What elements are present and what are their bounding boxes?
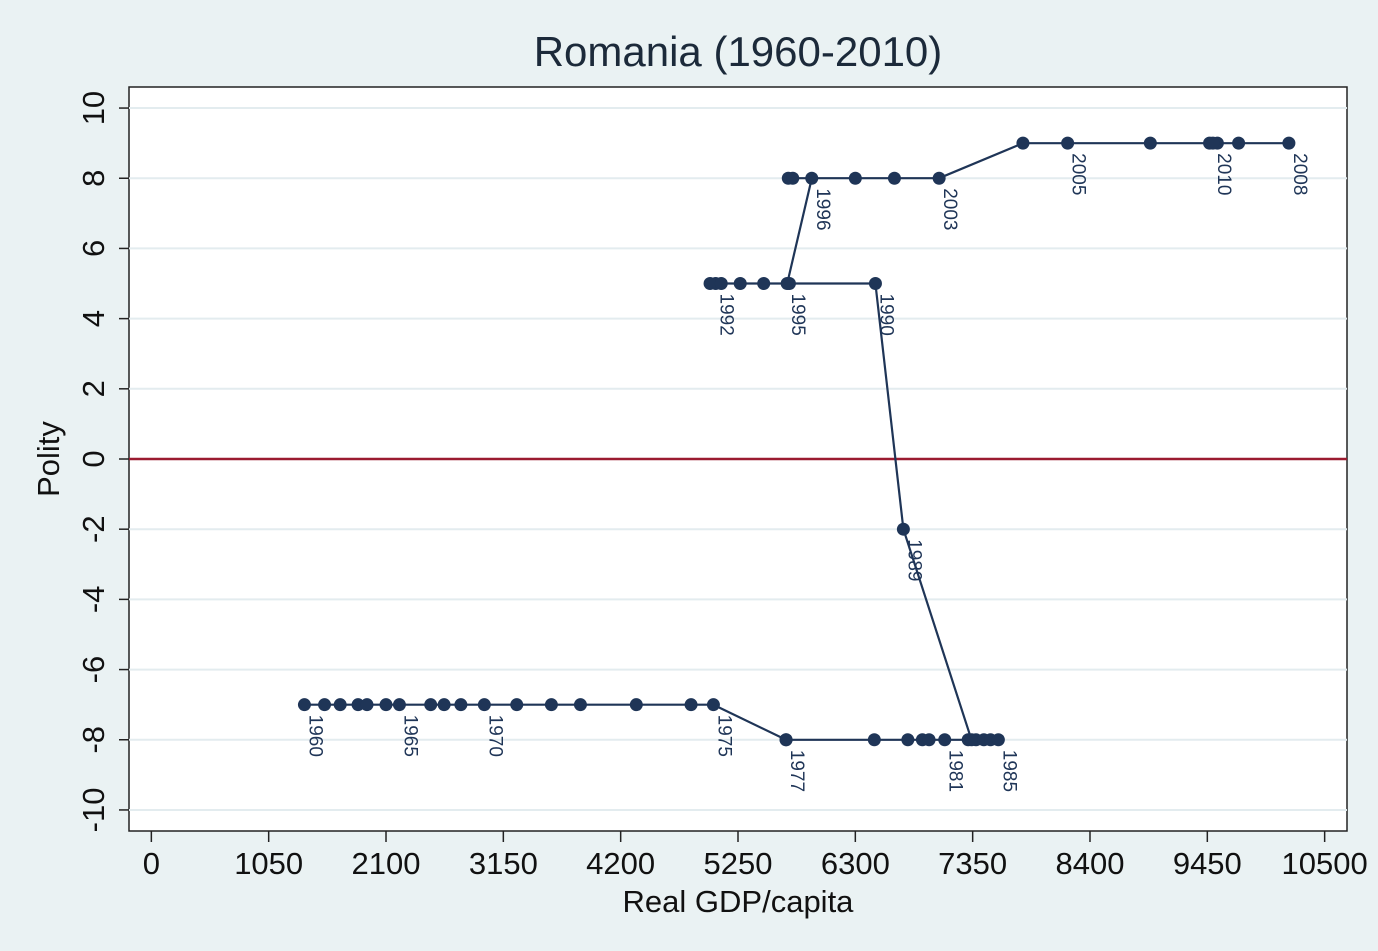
data-point: [454, 698, 468, 712]
data-point: [477, 698, 491, 712]
data-point: [932, 171, 946, 185]
chart-title: Romania (1960-2010): [534, 28, 943, 75]
data-point: [392, 698, 406, 712]
y-axis: -10 -8 -6 -4 -2 0 2 4 6 8 10: [76, 91, 129, 833]
point-label: 2010: [1213, 153, 1234, 195]
y-tick-label: -8: [76, 726, 111, 754]
y-tick-label: -2: [76, 515, 111, 543]
point-label-layer: 1960 1965 1970 1975 1977 1981 1985 1989 1990 1992…: [304, 153, 1309, 792]
data-point: [437, 698, 451, 712]
data-point: [1061, 136, 1075, 150]
data-point: [360, 698, 374, 712]
y-axis-title: Polity: [31, 421, 66, 497]
series-point-layer: [297, 136, 1296, 747]
x-axis: 0 1050 2100 3150 4200 5250 6300 7350 8400 9450 105…: [143, 831, 1368, 881]
x-tick-label: 4200: [586, 846, 655, 881]
x-tick-label: 0: [143, 846, 160, 881]
data-point: [297, 698, 311, 712]
y-tick-label: 0: [76, 450, 111, 467]
point-label: 2003: [939, 188, 960, 230]
y-tick-label: -6: [76, 656, 111, 684]
x-tick-label: 8400: [1056, 846, 1125, 881]
data-point: [786, 171, 800, 185]
x-tick-label: 6300: [821, 846, 890, 881]
data-point: [1143, 136, 1157, 150]
data-point: [922, 733, 936, 747]
point-label: 1965: [399, 715, 420, 757]
y-tick-label: 4: [76, 310, 111, 327]
point-label: 1990: [875, 294, 896, 336]
data-point: [805, 171, 819, 185]
data-point: [868, 277, 882, 291]
data-point: [379, 698, 393, 712]
x-tick-label: 5250: [704, 846, 773, 881]
x-tick-label: 9450: [1173, 846, 1242, 881]
point-label: 1995: [787, 294, 808, 336]
point-label: 1960: [304, 715, 325, 757]
point-label: 2008: [1289, 153, 1310, 195]
x-tick-label: 7350: [938, 846, 1007, 881]
data-point: [779, 733, 793, 747]
x-tick-label: 2100: [352, 846, 421, 881]
data-point: [544, 698, 558, 712]
data-point: [703, 277, 717, 291]
y-tick-label: 6: [76, 240, 111, 257]
data-point: [424, 698, 438, 712]
data-point: [629, 698, 643, 712]
y-tick-label: 2: [76, 380, 111, 397]
point-label: 1977: [786, 750, 807, 792]
data-point: [887, 171, 901, 185]
x-axis-title: Real GDP/capita: [623, 884, 855, 919]
data-point: [1206, 136, 1220, 150]
data-point: [757, 277, 771, 291]
data-point: [1282, 136, 1296, 150]
y-tick-label: 10: [76, 91, 111, 125]
point-label: 1989: [903, 539, 924, 581]
data-point: [318, 698, 332, 712]
data-point: [867, 733, 881, 747]
point-label: 1996: [812, 188, 833, 230]
point-label: 1970: [484, 715, 505, 757]
data-point: [333, 698, 347, 712]
data-point: [1016, 136, 1030, 150]
data-point: [714, 277, 728, 291]
data-point: [573, 698, 587, 712]
point-label: 1992: [716, 294, 737, 336]
y-tick-label: -4: [76, 586, 111, 614]
y-tick-label: -10: [76, 788, 111, 833]
data-point: [965, 733, 979, 747]
data-point: [780, 277, 794, 291]
point-label: 1981: [945, 750, 966, 792]
data-point: [733, 277, 747, 291]
point-label: 2005: [1068, 153, 1089, 195]
data-point: [848, 171, 862, 185]
data-point: [351, 698, 365, 712]
data-point: [938, 733, 952, 747]
x-tick-label: 1050: [234, 846, 303, 881]
point-label: 1985: [998, 750, 1019, 792]
data-point: [1232, 136, 1246, 150]
y-tick-label: 8: [76, 170, 111, 187]
data-point: [901, 733, 915, 747]
x-tick-label: 10500: [1282, 846, 1368, 881]
point-label: 1975: [713, 715, 734, 757]
x-tick-label: 3150: [469, 846, 538, 881]
data-point: [991, 733, 1005, 747]
data-point: [510, 698, 524, 712]
data-point: [896, 522, 910, 536]
data-point: [684, 698, 698, 712]
data-point: [706, 698, 720, 712]
